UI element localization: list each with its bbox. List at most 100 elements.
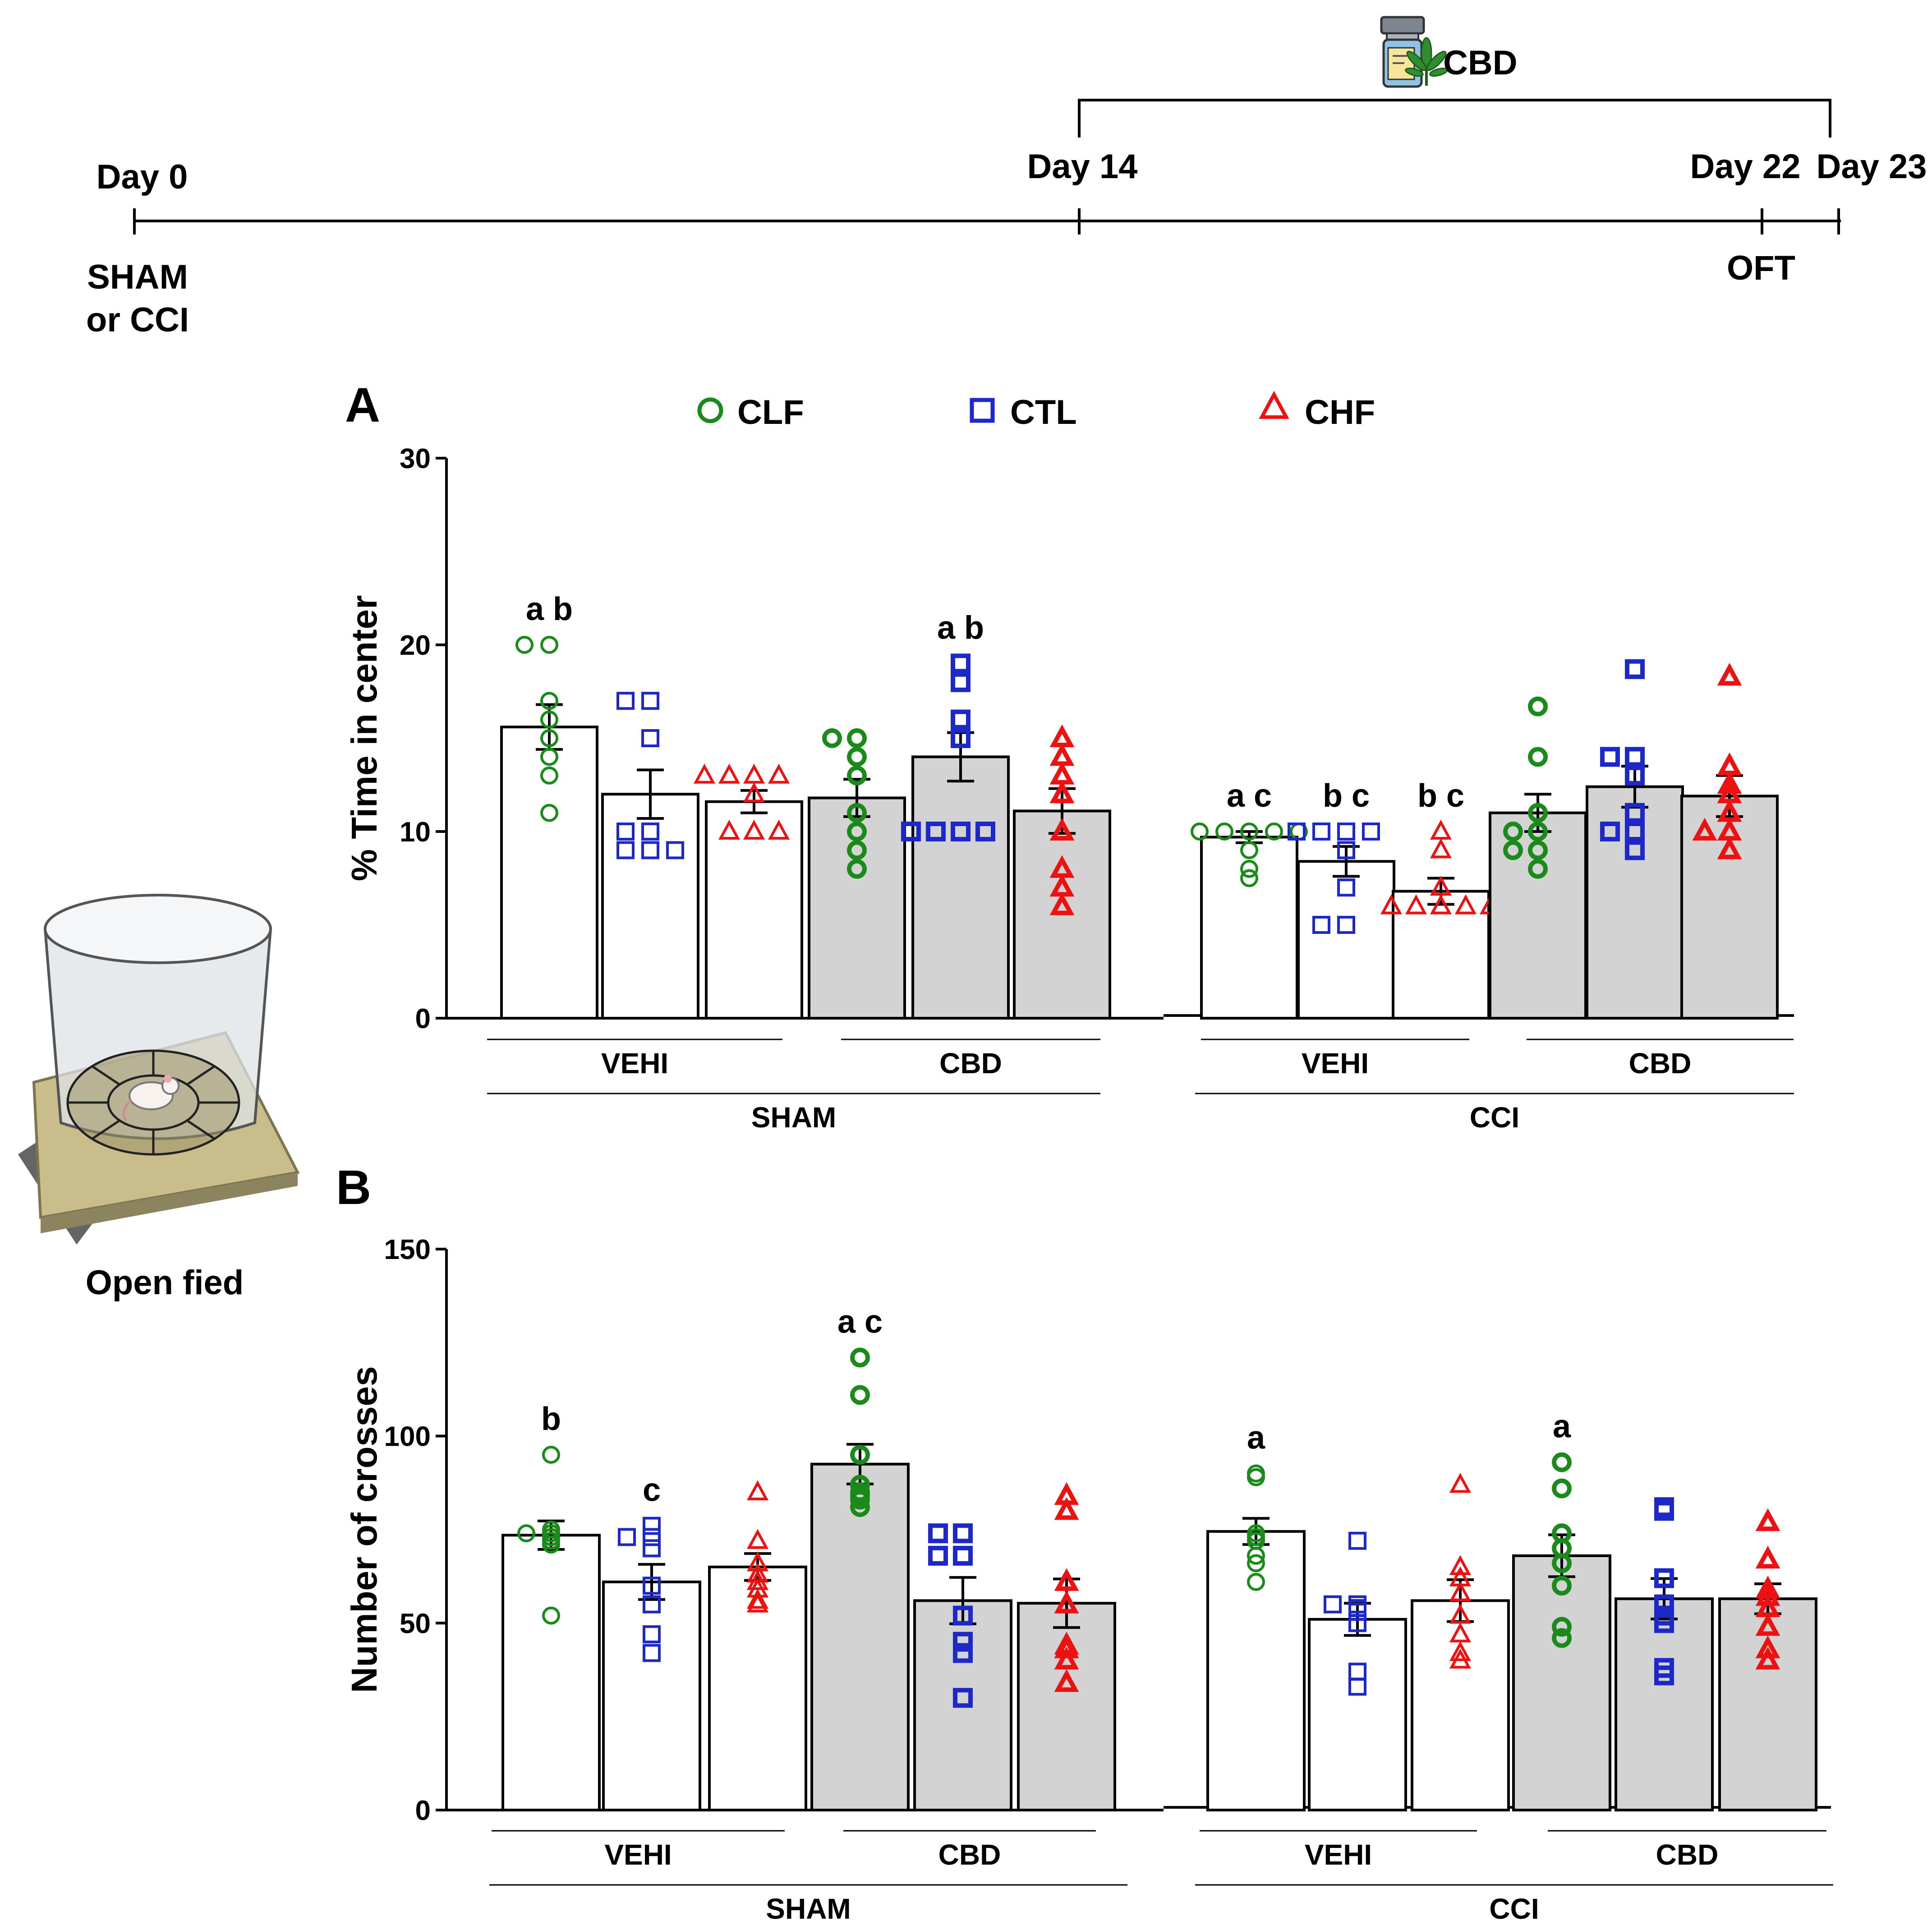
data-point-circle — [850, 1497, 870, 1517]
data-point-square — [1362, 823, 1380, 841]
treatment-label: CBD — [938, 1838, 1001, 1871]
data-point-square — [1312, 916, 1330, 934]
mouse-icon — [122, 1075, 179, 1121]
bar — [1200, 836, 1298, 1020]
data-point-square — [1625, 840, 1645, 860]
data-point-circle — [1503, 840, 1523, 860]
data-point-triangle — [1049, 762, 1075, 785]
bar — [708, 1565, 807, 1811]
data-point-circle — [1191, 823, 1209, 841]
y-axis-label: % Time in center — [344, 595, 384, 881]
data-point-square — [643, 1644, 661, 1662]
bar — [602, 1581, 701, 1812]
data-point-square — [928, 1546, 948, 1566]
bar — [1718, 1597, 1817, 1812]
data-point-circle — [1240, 823, 1258, 841]
bar — [1411, 1599, 1510, 1811]
data-point-circle — [1552, 1628, 1572, 1648]
bar — [501, 1534, 601, 1811]
data-point-triangle — [746, 1589, 769, 1609]
data-point-triangle — [1054, 1590, 1079, 1613]
treatment-label: VEHI — [1305, 1838, 1372, 1871]
data-point-square — [951, 709, 971, 730]
timeline-label-cci: or CCI — [86, 301, 189, 339]
data-point-circle — [847, 859, 867, 879]
treatment-label: VEHI — [601, 1047, 668, 1080]
data-point-triangle — [1755, 1508, 1780, 1531]
data-point-triangle — [718, 763, 741, 784]
data-point-square — [951, 728, 971, 748]
data-point-circle — [850, 1445, 870, 1465]
y-tick-label: 20 — [400, 630, 431, 661]
data-point-circle — [1528, 822, 1548, 841]
data-point-triangle — [1054, 1497, 1079, 1520]
data-point-triangle — [1449, 1473, 1472, 1493]
data-point-circle — [540, 804, 558, 822]
legend-marker-chf — [1259, 391, 1289, 419]
data-point-square — [953, 1631, 973, 1652]
panel-a-chart: 0 10 20 30 % Time in center a b a b a c b c b c VE… — [344, 443, 1794, 1134]
treatment-label: CBD — [1656, 1838, 1719, 1871]
y-tick-label: 50 — [400, 1608, 431, 1639]
data-point-square — [1625, 659, 1645, 679]
legend-marker-clf — [697, 397, 723, 423]
data-point-triangle — [746, 1592, 769, 1613]
data-point-square — [1337, 916, 1355, 934]
timeline-label-day0: Day 0 — [97, 158, 188, 196]
data-point-triangle — [1717, 771, 1742, 794]
data-point-square — [951, 672, 971, 692]
data-point-square — [1337, 841, 1355, 859]
bar — [810, 1462, 910, 1812]
data-point-circle — [847, 822, 867, 841]
apparatus-base-edge — [41, 1172, 298, 1233]
data-point-triangle — [1717, 836, 1742, 859]
data-point-triangle — [768, 763, 790, 784]
data-point-circle — [515, 636, 534, 654]
data-point-circle — [1503, 822, 1523, 841]
data-point-circle — [1265, 823, 1283, 841]
significance-label: a c — [1227, 778, 1272, 814]
data-point-square — [953, 1688, 973, 1708]
data-point-square — [1625, 803, 1645, 823]
data-point-triangle — [1049, 818, 1075, 841]
data-point-square — [643, 1539, 661, 1558]
y-axis-label: Number of crosses — [344, 1366, 384, 1693]
data-point-circle — [542, 1606, 560, 1625]
data-point-square — [1337, 878, 1355, 897]
data-point-circle — [1240, 859, 1258, 878]
data-point-triangle — [743, 819, 765, 840]
data-point-triangle — [718, 819, 741, 840]
y-tick-label: 10 — [400, 817, 431, 848]
data-point-circle — [540, 692, 558, 710]
legend-label-chf: CHF — [1305, 393, 1375, 432]
significance-label: b c — [1323, 778, 1370, 814]
panel-a-label: A — [345, 377, 380, 432]
data-point-triangle — [693, 763, 716, 784]
data-point-circle — [1247, 1554, 1265, 1572]
data-point-square — [643, 1595, 661, 1613]
bar — [500, 726, 598, 1020]
data-point-square — [643, 1576, 661, 1595]
data-point-triangle — [1755, 1646, 1780, 1670]
data-point-circle — [1215, 823, 1233, 841]
data-point-circle — [540, 710, 558, 729]
data-point-circle — [517, 1524, 535, 1543]
data-point-circle — [847, 747, 867, 767]
data-point-circle — [1528, 840, 1548, 860]
data-point-triangle — [1454, 894, 1477, 914]
apparatus-caption: Open fied — [86, 1264, 244, 1302]
data-point-square — [1654, 1594, 1674, 1614]
data-point-circle — [1240, 869, 1258, 887]
timeline — [133, 99, 1841, 234]
bar — [1615, 1597, 1714, 1812]
data-point-square — [975, 822, 995, 841]
data-point-triangle — [1449, 1581, 1472, 1601]
significance-label: a b — [526, 591, 573, 627]
legend-label-clf: CLF — [737, 393, 804, 432]
bar — [1308, 1618, 1407, 1812]
data-point-triangle — [1449, 1622, 1472, 1643]
significance-label: b — [541, 1401, 561, 1437]
data-point-triangle — [1430, 894, 1452, 914]
data-point-circle — [822, 728, 842, 748]
